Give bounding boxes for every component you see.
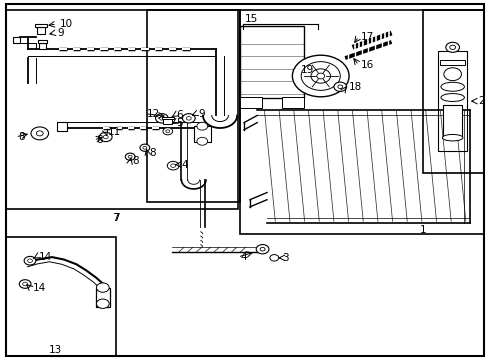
Ellipse shape [441, 82, 465, 91]
Circle shape [103, 135, 108, 139]
Text: 17: 17 [361, 32, 374, 41]
Text: 9: 9 [198, 109, 205, 119]
Text: 8: 8 [150, 148, 156, 158]
Bar [443, 105, 463, 137]
Text: 7: 7 [112, 213, 119, 222]
Text: 9: 9 [57, 28, 64, 38]
Text: 8: 8 [133, 156, 139, 166]
Text: 5: 5 [176, 118, 183, 128]
Circle shape [182, 114, 195, 123]
Circle shape [23, 282, 27, 286]
Circle shape [338, 85, 343, 89]
Text: 15: 15 [245, 14, 258, 24]
Text: 14: 14 [38, 252, 51, 262]
Circle shape [97, 283, 109, 292]
Circle shape [171, 164, 175, 167]
Bar [57, 122, 67, 131]
Circle shape [99, 132, 112, 141]
Text: 4: 4 [240, 252, 247, 262]
Circle shape [128, 155, 132, 158]
Circle shape [444, 68, 462, 81]
Circle shape [125, 153, 135, 160]
Circle shape [450, 45, 456, 49]
Text: 1: 1 [420, 225, 427, 235]
Bar [240, 97, 262, 108]
Circle shape [317, 73, 325, 79]
Bar [163, 120, 172, 125]
Bar [423, 10, 485, 173]
Bar [35, 24, 47, 27]
Circle shape [31, 127, 49, 140]
Bar [438, 51, 467, 151]
Bar [5, 237, 116, 356]
Circle shape [301, 62, 340, 90]
Circle shape [163, 128, 172, 135]
Text: 11: 11 [108, 127, 122, 137]
Circle shape [311, 69, 331, 83]
Circle shape [270, 255, 279, 261]
Circle shape [24, 256, 36, 265]
Text: 14: 14 [32, 283, 46, 293]
Text: 3: 3 [283, 253, 289, 263]
Circle shape [36, 131, 43, 136]
Circle shape [197, 122, 208, 130]
Text: 13: 13 [49, 345, 62, 355]
Circle shape [167, 161, 179, 170]
Text: 10: 10 [59, 19, 73, 29]
Circle shape [140, 144, 150, 151]
Text: 19: 19 [301, 64, 315, 75]
Bar [240, 10, 485, 234]
Text: 4: 4 [181, 159, 188, 170]
Circle shape [446, 42, 460, 52]
Bar [39, 42, 46, 49]
Circle shape [159, 117, 164, 120]
Text: 16: 16 [361, 60, 374, 70]
Bar [13, 37, 20, 43]
Text: 8: 8 [96, 135, 102, 145]
Bar [37, 27, 45, 35]
Circle shape [260, 247, 265, 251]
Text: 2: 2 [479, 96, 485, 106]
Text: 8: 8 [18, 132, 24, 142]
Bar [38, 40, 47, 42]
Text: 12: 12 [147, 109, 161, 119]
Circle shape [166, 130, 170, 133]
Bar [96, 288, 110, 307]
Bar [240, 26, 304, 98]
Bar [441, 60, 465, 65]
Circle shape [97, 299, 109, 309]
Bar [194, 126, 211, 142]
Circle shape [143, 146, 147, 149]
Ellipse shape [441, 94, 465, 102]
Circle shape [27, 259, 32, 262]
Text: 7: 7 [113, 213, 120, 222]
Circle shape [19, 280, 31, 288]
Circle shape [334, 82, 346, 91]
Circle shape [256, 244, 269, 254]
Circle shape [293, 55, 349, 97]
Bar [282, 97, 304, 108]
Bar [5, 10, 238, 209]
Circle shape [186, 117, 191, 120]
Circle shape [156, 114, 168, 123]
Bar [147, 10, 240, 202]
Bar [162, 117, 173, 120]
Text: 18: 18 [348, 82, 362, 92]
Ellipse shape [442, 134, 463, 141]
Text: 6: 6 [176, 111, 183, 121]
Circle shape [197, 137, 208, 145]
